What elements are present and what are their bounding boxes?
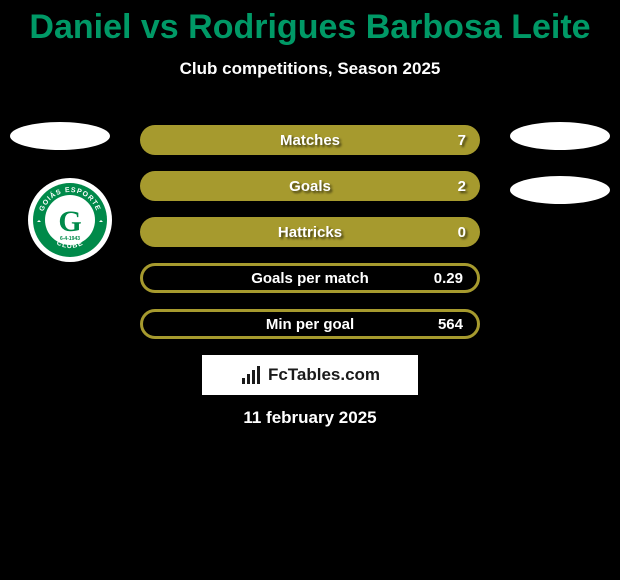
stat-value: 7 [458, 132, 466, 149]
stat-label: Goals per match [251, 270, 369, 287]
goias-badge-icon: GOIÁS ESPORTE CLUBE G 6-4-1943 [28, 178, 112, 262]
stat-row: Matches 7 [140, 125, 480, 155]
player-left-club-badge: GOIÁS ESPORTE CLUBE G 6-4-1943 [28, 178, 112, 262]
player-left-avatar [10, 122, 110, 150]
stat-value: 2 [458, 178, 466, 195]
stats-column: Matches 7 Goals 2 Hattricks 0 Goals per match 0… [140, 125, 480, 355]
badge-letter: G [58, 205, 81, 238]
fctables-logo: FcTables.com [202, 355, 418, 395]
stat-row: Goals per match 0.29 [140, 263, 480, 293]
stat-value: 0 [458, 224, 466, 241]
stat-row: Hattricks 0 [140, 217, 480, 247]
as-of-date: 11 february 2025 [0, 408, 620, 428]
page-subtitle: Club competitions, Season 2025 [0, 59, 620, 79]
chart-icon [240, 364, 262, 386]
stat-label: Hattricks [278, 224, 342, 241]
stat-label: Goals [289, 178, 331, 195]
badge-date-text: 6-4-1943 [60, 236, 80, 242]
stat-label: Min per goal [266, 316, 354, 333]
stat-label: Matches [280, 132, 340, 149]
stat-row: Goals 2 [140, 171, 480, 201]
player-right-club-badge [510, 176, 610, 204]
player-right-avatar [510, 122, 610, 150]
stat-value: 564 [438, 316, 463, 333]
logo-text: FcTables.com [268, 365, 380, 385]
page-title: Daniel vs Rodrigues Barbosa Leite [0, 0, 620, 47]
stat-value: 0.29 [434, 270, 463, 287]
stat-row: Min per goal 564 [140, 309, 480, 339]
